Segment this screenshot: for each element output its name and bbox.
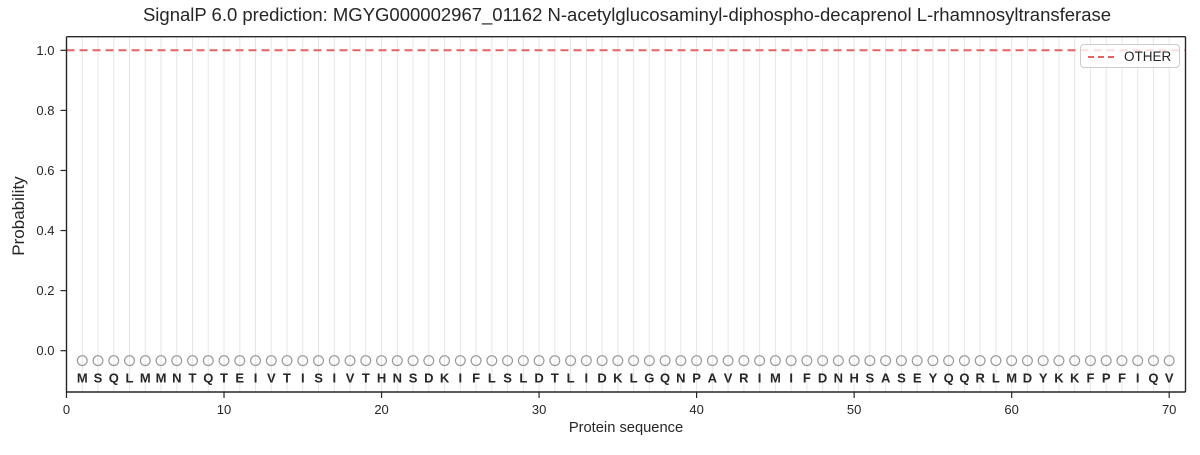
svg-text:D: D [534,370,543,385]
svg-text:I: I [1136,370,1140,385]
svg-text:I: I [301,370,305,385]
svg-text:Q: Q [660,370,670,385]
svg-text:R: R [739,370,749,385]
svg-text:70: 70 [1162,402,1176,417]
svg-text:M: M [770,370,781,385]
svg-text:F: F [1118,370,1126,385]
svg-text:M: M [1006,370,1017,385]
svg-text:L: L [630,370,638,385]
svg-text:F: F [1086,370,1094,385]
svg-text:L: L [488,370,496,385]
svg-text:K: K [613,370,623,385]
svg-text:L: L [567,370,575,385]
svg-text:D: D [597,370,606,385]
svg-text:S: S [94,370,103,385]
svg-text:I: I [254,370,258,385]
svg-text:A: A [881,370,891,385]
svg-text:H: H [849,370,858,385]
svg-text:Probability: Probability [9,176,28,256]
svg-text:T: T [189,370,197,385]
svg-text:K: K [440,370,450,385]
svg-text:N: N [393,370,402,385]
svg-text:F: F [472,370,480,385]
svg-text:L: L [126,370,134,385]
svg-text:S: S [503,370,512,385]
svg-text:E: E [235,370,244,385]
svg-text:Y: Y [1039,370,1048,385]
svg-text:I: I [458,370,462,385]
svg-text:D: D [818,370,827,385]
svg-text:1.0: 1.0 [36,43,54,58]
svg-text:Protein sequence: Protein sequence [569,420,683,436]
svg-text:0: 0 [63,402,70,417]
svg-text:10: 10 [217,402,231,417]
svg-text:0.4: 0.4 [36,223,54,238]
svg-text:T: T [551,370,559,385]
svg-text:S: S [409,370,418,385]
svg-text:Q: Q [959,370,969,385]
svg-text:I: I [758,370,762,385]
svg-text:N: N [676,370,685,385]
svg-text:T: T [362,370,370,385]
svg-text:P: P [1102,370,1111,385]
svg-text:G: G [644,370,654,385]
svg-text:40: 40 [689,402,703,417]
svg-text:0.0: 0.0 [36,343,54,358]
svg-text:N: N [834,370,843,385]
svg-text:Y: Y [929,370,938,385]
svg-text:K: K [1070,370,1080,385]
svg-text:Q: Q [1148,370,1158,385]
svg-text:P: P [692,370,701,385]
svg-text:Q: Q [203,370,213,385]
svg-text:L: L [992,370,1000,385]
svg-text:D: D [1023,370,1032,385]
svg-text:H: H [377,370,386,385]
svg-text:I: I [585,370,589,385]
svg-text:OTHER: OTHER [1124,49,1172,64]
svg-text:F: F [803,370,811,385]
svg-text:V: V [267,370,276,385]
svg-text:T: T [220,370,228,385]
svg-text:L: L [519,370,527,385]
svg-text:S: S [314,370,323,385]
svg-text:S: S [897,370,906,385]
svg-text:E: E [913,370,922,385]
svg-text:D: D [424,370,433,385]
svg-text:I: I [332,370,336,385]
svg-text:20: 20 [374,402,388,417]
svg-text:Q: Q [109,370,119,385]
svg-text:M: M [77,370,88,385]
svg-text:Q: Q [944,370,954,385]
svg-text:N: N [172,370,181,385]
svg-text:V: V [1165,370,1174,385]
svg-text:0.8: 0.8 [36,103,54,118]
svg-text:50: 50 [847,402,861,417]
svg-text:30: 30 [532,402,546,417]
svg-text:V: V [724,370,733,385]
svg-text:M: M [156,370,167,385]
svg-text:60: 60 [1004,402,1018,417]
svg-text:R: R [975,370,985,385]
svg-text:0.6: 0.6 [36,163,54,178]
svg-text:S: S [866,370,875,385]
svg-text:A: A [708,370,718,385]
svg-text:I: I [789,370,793,385]
svg-text:V: V [346,370,355,385]
svg-text:0.2: 0.2 [36,283,54,298]
svg-text:K: K [1054,370,1064,385]
svg-text:SignalP 6.0 prediction: MGYG00: SignalP 6.0 prediction: MGYG000002967_01… [143,4,1111,26]
svg-text:T: T [283,370,291,385]
svg-text:M: M [140,370,151,385]
